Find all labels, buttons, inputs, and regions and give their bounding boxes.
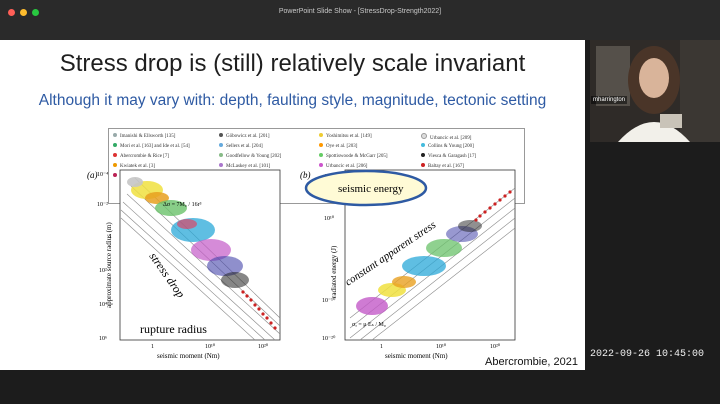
panel-b-xtick: 10¹⁰ [436,343,447,350]
legend-entry: Abercrombie & Rice [7] [113,153,169,159]
legend-entry: Urbancic et al. [206] [319,163,367,169]
panel-b-data-clusters [356,220,482,315]
legend-entry: Viesca & Garagash [17] [421,153,476,159]
timestamp-overlay: 2022-09-26 10:45:00 [590,349,705,360]
legend-entry: Kwiatek et al. [3] [113,163,155,169]
panel-a-figure: (a) approximate source radius (m) seismi… [87,169,281,360]
panel-a-formula: Δσ = 7M₀ / 16r³ [163,202,202,208]
panel-b-xlabel: seismic moment (Nm) [385,352,448,360]
panel-b-ytick: 1 [336,258,339,264]
panel-a-ytick: 10⁻² [97,202,108,208]
zoom-window-button[interactable] [32,9,39,16]
panel-a-xlabel: seismic moment (Nm) [157,352,220,360]
panel-b-figure: (b) radiated energy (J) seismic moment (… [300,169,516,360]
panel-a-ytick: 1 [109,234,112,240]
window-title: PowerPoint Slide Show - [StressDrop-Stre… [278,8,442,15]
panel-a-ytick: 10⁻⁴ [97,172,108,178]
panel-a-ytick: 10⁶ [99,336,107,342]
panel-b-formula: σₐ = μ Eₛ / M₀ [352,322,386,328]
panel-b-ytick: 10⁻²⁰ [322,335,336,342]
panel-b-xtick: 1 [380,344,383,350]
webcam-participant-name: mharrington [591,96,628,104]
seismic-energy-highlight [304,169,428,207]
panel-b-red-points [474,190,512,222]
panel-a-xtick: 1 [151,344,154,350]
legend-entry: Oye et al. [203] [319,143,357,149]
legend-entry: Sellers et al. [204] [219,143,263,149]
legend-entry: Yoshimitsu et al. [149] [319,133,372,139]
legend-entry: Baltay et al. [167] [421,163,464,169]
window-titlebar: PowerPoint Slide Show - [StressDrop-Stre… [0,0,720,40]
legend-entry: Mori et al. [163] and Ide et al. [54] [113,143,190,149]
slide-canvas[interactable]: Stress drop is (still) relatively scale … [0,40,585,370]
panel-a-ylabel: approximate source radius (m) [105,222,113,308]
legend-entry: Spottiswoode & McGarr [205] [319,153,388,159]
slide-title: Stress drop is (still) relatively scale … [59,50,526,77]
legend-entry: Göbowicz et al. [201] [219,133,270,139]
panel-b-label: (b) [300,170,311,180]
panel-b-seismic-energy-annotation: seismic energy [338,183,404,195]
panel-b-ytick: 10¹⁰ [324,215,335,222]
panel-a-rupture-radius-annotation: rupture radius [140,322,207,336]
panel-a-red-points [241,290,277,330]
webcam-video-tile[interactable] [590,40,720,142]
panel-b-xtick: 10²⁰ [490,343,501,350]
minimize-window-button[interactable] [20,9,27,16]
legend-entry: McLaskey et al. [101] [219,163,270,169]
panel-b-ytick: 10⁻¹⁰ [322,297,336,304]
close-window-button[interactable] [8,9,15,16]
panel-b-ylabel: radiated energy (J) [330,245,338,298]
slide-subtitle: Although it may vary with: depth, faulti… [38,92,547,109]
panel-a-xtick: 10²⁰ [258,343,269,350]
webcam-person-image [590,40,720,142]
panel-a-ytick: 10² [99,268,107,274]
panel-a-xtick: 10¹⁰ [205,343,216,350]
legend-entry: Imanishi & Ellsworth [135] [113,133,175,139]
legend-entry: Urbancic et al. [209] [421,133,471,141]
panel-a-label: (a) [87,170,98,180]
slide-credit: Abercrombie, 2021 [485,356,578,368]
legend-entry: Collins & Young [200] [421,143,474,149]
legend-entry: Goodfellow & Young [202] [219,153,281,159]
panel-a-ytick: 10⁴ [99,302,107,308]
panel-a-data-clusters [127,177,249,288]
window-controls [8,9,39,16]
